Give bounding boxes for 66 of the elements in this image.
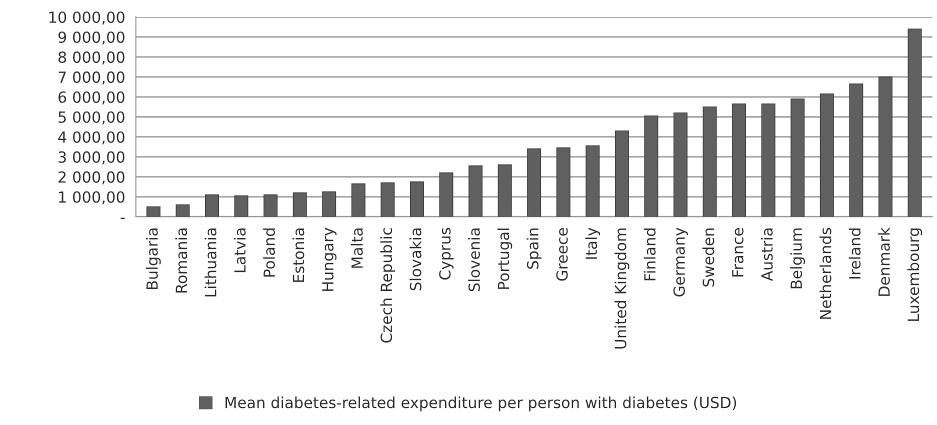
bar xyxy=(292,192,307,217)
bar xyxy=(204,194,220,217)
x-tick-label: Poland xyxy=(263,228,275,277)
bar xyxy=(556,147,570,217)
bar xyxy=(380,182,395,217)
x-tick-label: France xyxy=(732,228,744,276)
x-tick-label: Estonia xyxy=(292,228,304,282)
x-tick-label: Denmark xyxy=(878,227,890,296)
bar xyxy=(849,83,864,217)
y-tick-label: 1 000,00 xyxy=(59,191,124,204)
y-tick-label: 4 000,00 xyxy=(58,131,124,144)
bar xyxy=(732,103,746,217)
x-tick-label: Romania xyxy=(175,228,188,292)
x-tick-label: Hungary xyxy=(322,228,337,291)
y-tick-label: - xyxy=(120,218,125,219)
x-tick-label: Italy xyxy=(585,228,600,259)
y-tick-label: 7 000,00 xyxy=(58,71,124,85)
y-tick-label: 6 000,00 xyxy=(58,91,124,104)
y-tick-label: 9 000,00 xyxy=(58,31,124,45)
bar xyxy=(410,181,424,217)
bar xyxy=(351,183,366,217)
bar xyxy=(878,76,892,217)
x-tick-label: Ireland xyxy=(848,228,861,278)
y-tick-label: 10 000,00 xyxy=(49,11,124,25)
x-tick-label: Lithuania xyxy=(204,228,216,296)
y-tick-label: 5 000,00 xyxy=(58,111,124,124)
x-tick-label: Czech Republic xyxy=(380,228,396,343)
bar xyxy=(761,103,776,217)
bar xyxy=(586,145,600,217)
x-tick-label: Spain xyxy=(526,228,542,269)
bar xyxy=(820,93,834,217)
x-tick-label: Finland xyxy=(644,228,656,280)
x-tick-label: Latvia xyxy=(234,228,246,272)
bar xyxy=(146,206,160,217)
x-tick-label: Slovakia xyxy=(410,228,422,290)
bar xyxy=(468,165,483,217)
legend-label: Mean diabetes-related expenditure per person with diabetes (USD) xyxy=(226,396,736,412)
x-tick-label: Malta xyxy=(351,228,363,268)
bar xyxy=(322,191,336,217)
bar xyxy=(908,28,922,217)
x-tick-label: Germany xyxy=(673,228,688,297)
bar xyxy=(702,106,717,217)
x-tick-label: Cyprus xyxy=(439,228,454,280)
x-tick-label: Greece xyxy=(556,228,568,281)
y-tick-label: 3 000,00 xyxy=(58,151,124,164)
y-tick-label: 2 000,00 xyxy=(58,171,124,184)
y-tick-label: 8 000,00 xyxy=(58,51,124,65)
bar xyxy=(498,164,512,217)
bar xyxy=(644,115,658,217)
bar xyxy=(527,148,542,217)
x-tick-label: Slovenia xyxy=(468,228,480,292)
x-tick-label: Sweden xyxy=(702,228,714,287)
x-tick-label: Portugal xyxy=(497,228,512,289)
x-tick-label: Belgium xyxy=(790,228,806,288)
bar xyxy=(673,112,688,217)
bar xyxy=(790,98,805,217)
x-tick-label: Bulgaria xyxy=(146,228,161,290)
bar xyxy=(234,195,248,217)
bar xyxy=(614,130,629,217)
x-tick-label: Austria xyxy=(760,228,773,282)
bar xyxy=(176,204,190,217)
bar xyxy=(264,194,278,217)
x-tick-label: Netherlands xyxy=(820,228,832,319)
bar xyxy=(439,172,454,217)
x-tick-label: United Kingdom xyxy=(614,228,630,348)
x-tick-label: Luxembourg xyxy=(907,228,922,321)
